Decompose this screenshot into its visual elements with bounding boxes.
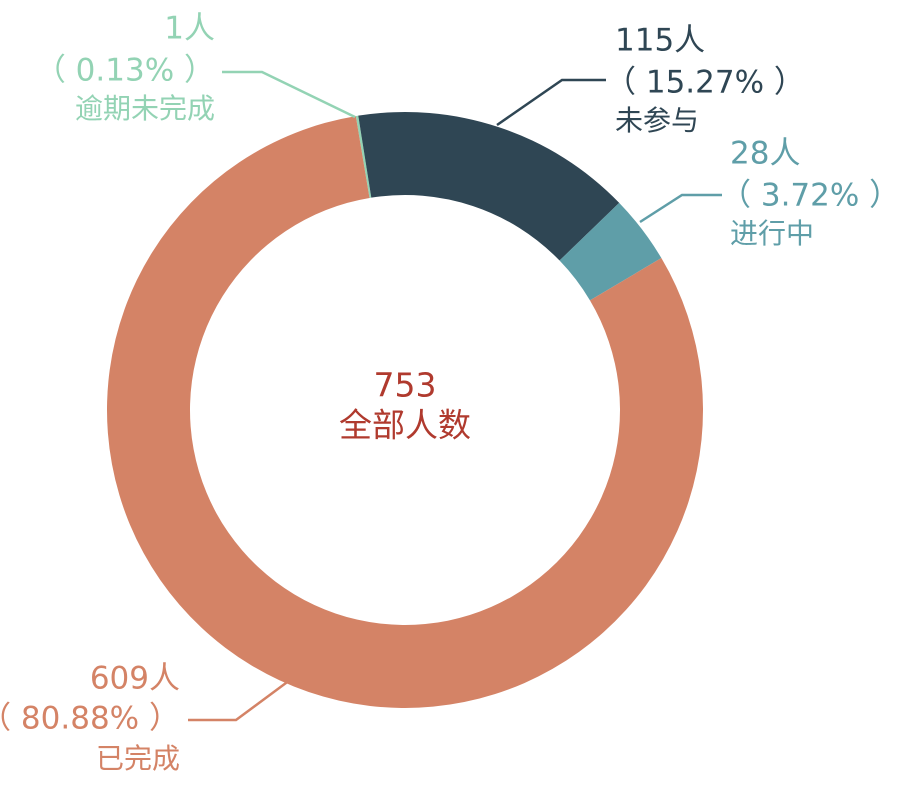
total-label: 全部人数 (339, 406, 471, 445)
leader-line (496, 78, 606, 127)
value-label: 28人 (730, 136, 800, 172)
percent-label: （ 80.88% ） (0, 701, 180, 737)
percent-label: （ 0.13% ） (35, 53, 215, 89)
category-label: 未参与 (615, 104, 699, 137)
value-label: 1人 (164, 11, 215, 47)
percent-label: （ 3.72% ） (720, 178, 897, 214)
value-label: 115人 (615, 23, 705, 59)
category-label: 逾期未完成 (75, 92, 215, 125)
value-label: 609人 (90, 661, 180, 697)
category-label: 进行中 (730, 217, 814, 250)
percent-label: （ 15.27% ） (605, 65, 805, 101)
donut-slice (358, 112, 620, 261)
leader-line (188, 678, 291, 722)
leader-line (222, 70, 356, 119)
donut-slice (559, 202, 662, 301)
donut-slice (355, 115, 372, 198)
category-label: 已完成 (96, 742, 180, 775)
total-value: 753 (374, 366, 437, 405)
leader-line (639, 193, 722, 224)
